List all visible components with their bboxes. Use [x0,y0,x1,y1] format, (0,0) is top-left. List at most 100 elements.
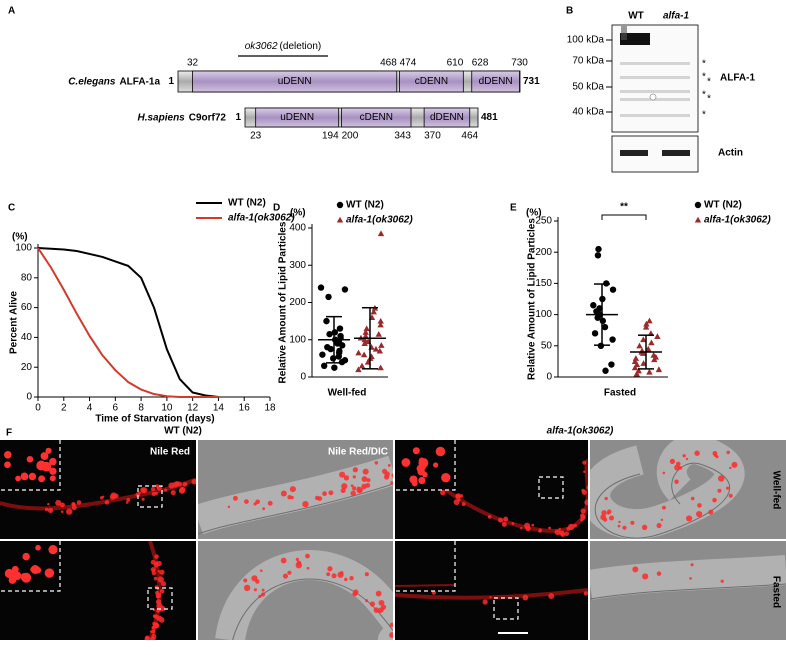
lipid-droplet [409,475,418,484]
x-tick-label: 6 [113,403,119,414]
residue-number: 23 [250,131,262,142]
lipid-droplet [525,525,531,532]
y-tick-label: 50 [541,340,553,351]
lipid-droplet [353,589,359,595]
point [654,333,661,339]
lipid-droplet [459,494,464,498]
lipid-droplet [140,487,146,493]
lipid-droplet [150,559,156,565]
point [320,362,328,370]
y-tick-label: 200 [535,247,552,258]
domain-name: cDENN [415,76,448,87]
lipid-droplet [393,647,396,650]
lipid-droplet [227,505,231,509]
y-tick-label: 150 [535,278,552,289]
image-content [144,541,167,640]
lipid-droplet [157,569,160,573]
y-tick-label: 300 [289,260,306,271]
protein-name: H.sapiens C9orf72 [138,112,227,123]
lipid-droplet [390,481,393,485]
lipid-droplet [531,523,535,527]
lipid-droplet [251,575,258,582]
x-tick-label: 18 [264,403,276,414]
point [377,317,384,324]
channel-label: Nile Red/DIC [328,447,388,458]
lipid-droplet [583,591,588,596]
lipid-droplet [387,463,391,467]
point [639,350,647,356]
point [601,323,609,331]
lipid-droplet [482,599,488,605]
lipid-droplet [151,633,157,639]
worm [0,478,196,511]
lipid-droplet [170,489,176,496]
lipid-droplet [369,601,376,607]
lipid-droplet [151,629,156,634]
lipid-droplet [511,521,515,525]
lipid-droplet [47,507,54,514]
asterisk: * [707,94,711,105]
legend-label: WT (N2) [228,198,266,209]
lipid-droplet [151,491,156,497]
lipid-droplet [364,572,369,577]
lipid-droplet [232,495,238,501]
point [339,342,346,349]
y-unit: (%) [12,232,28,243]
point [599,317,607,325]
lipid-droplet [358,488,362,493]
lipid-droplet [153,622,160,629]
y-axis-title: Percent Alive [9,291,20,354]
legend-marker [694,201,702,209]
lipid-droplet [548,526,552,530]
lipid-droplet [150,566,156,573]
point [336,325,344,332]
lipid-droplet [455,494,460,499]
residue-number: 370 [424,131,441,142]
panel-label: B [566,6,573,17]
worm [590,440,745,539]
point [609,336,616,343]
residue-number: 1 [168,76,174,87]
x-axis-title: Time of Starvation (days) [95,414,214,425]
domain-name: uDENN [278,76,312,87]
legend-marker [694,216,702,223]
residue-number: 464 [461,131,478,142]
lipid-droplet [141,497,145,501]
lipid-droplet [558,530,565,536]
lipid-droplet [156,609,160,613]
worm [590,555,786,600]
zoom-box [538,476,564,499]
image-content [0,478,196,515]
lipid-droplet [289,486,296,493]
lipid-droplet [682,454,686,458]
lipid-droplet [290,495,294,500]
point [594,252,602,259]
faint-band [620,90,690,93]
lipid-droplet [4,568,14,579]
lipid-droplet [501,521,507,527]
survival-curve [37,247,219,398]
point [326,330,333,338]
point [590,302,597,309]
image-content [590,555,786,600]
lipid-droplet [149,630,153,633]
domain-name: dDENN [479,76,513,87]
point [595,245,602,253]
lipid-droplet [374,461,379,465]
panel-label: D [273,203,280,214]
panel-label: C [8,203,15,214]
lipid-droplet [20,472,29,481]
point [651,356,658,363]
domain [423,107,471,128]
lipid-droplet [295,557,300,562]
band [662,150,690,156]
point [648,339,655,346]
lipid-droplet [662,471,666,475]
lipid-droplet [151,570,157,576]
lipid-droplet [720,579,724,583]
lipid-droplet [630,520,635,525]
lipid-droplet [378,599,385,606]
point [363,325,370,332]
lipid-droplet [350,484,354,488]
lipid-droplet [686,515,693,522]
